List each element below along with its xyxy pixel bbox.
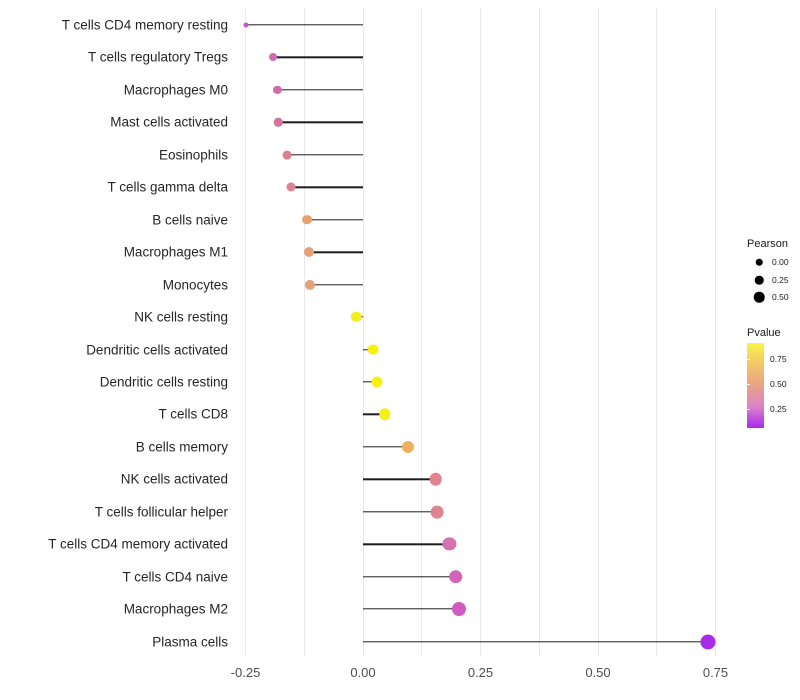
y-axis-label: T cells gamma delta [107,179,228,195]
legend-size-dot [754,275,764,285]
gridline [538,8,540,656]
y-axis-label: Mast cells activated [110,114,228,130]
y-axis-label: T cells CD4 memory activated [48,536,228,552]
gridline [421,8,423,656]
lollipop-dot [302,214,312,225]
gridline [656,8,658,656]
y-axis-label: T cells CD8 [158,406,228,422]
lollipop-dot [243,22,248,28]
lollipop-dot [430,505,444,519]
lollipop-stem [278,121,363,124]
x-tick-label: 0.00 [350,665,376,680]
lollipop-dot [286,182,296,192]
y-axis-label: Macrophages M0 [123,82,228,98]
lollipop-stem [272,56,363,59]
y-axis-label: B cells naive [152,212,228,228]
lollipop-stem [363,478,436,480]
lollipop-stem [307,218,363,221]
lollipop-dot [442,537,457,551]
legend-size-title: Pearson [747,238,788,250]
lollipop-dot [700,634,716,650]
x-tick-label: -0.25 [230,665,261,680]
lollipop-dot [268,53,277,62]
lollipop-stem [363,446,408,448]
lollipop-dot [448,569,463,584]
lollipop-dot [273,85,282,94]
lollipop-dot [304,279,315,290]
lollipop-stem [363,640,709,643]
y-axis-label: Dendritic cells resting [99,374,228,390]
lollipop-dot [351,311,362,323]
y-axis-label: Monocytes [162,277,228,293]
lollipop-stem [363,381,378,383]
y-axis-label: Macrophages M1 [123,244,228,260]
y-axis-label: T cells CD4 naive [122,569,228,585]
legend-size-label: 0.25 [772,275,789,285]
y-axis-label: T cells follicular helper [94,504,228,520]
legend-size-dot [755,258,763,266]
lollipop-stem [286,154,363,156]
lollipop-stem [363,511,437,513]
gradient-tick [747,409,750,410]
y-axis-label: Dendritic cells activated [86,342,228,357]
lollipop-dot [429,473,443,486]
y-axis-label: Eosinophils [158,147,228,163]
lollipop-stem [290,186,363,188]
lollipop-stem [309,251,363,253]
legend-pvalue-label: 0.75 [770,354,787,364]
gridline [362,8,364,656]
gridline [597,8,599,656]
y-axis-label: B cells memory [135,439,228,455]
y-axis-label: T cells regulatory Tregs [87,49,228,65]
y-axis-label: Macrophages M2 [123,601,228,617]
pvalue-gradient-bar [747,343,764,428]
lollipop-stem [309,283,363,286]
y-axis-label: Plasma cells [152,634,228,650]
lollipop-dot [371,376,383,388]
gridline [480,8,481,656]
y-axis-label: NK cells resting [134,309,228,325]
x-tick-label: 0.50 [585,665,611,680]
gridline [245,8,246,656]
lollipop-dot [304,247,315,258]
gridline [715,8,716,656]
x-tick-label: 0.25 [467,665,494,680]
gradient-tick [747,384,750,385]
y-axis-label: T cells CD4 memory resting [61,17,228,33]
gradient-tick [747,359,750,360]
legend-pvalue-label: 0.50 [770,379,787,389]
y-axis-label: NK cells activated [120,471,228,487]
legend-size-label: 0.00 [772,257,789,267]
lollipop-stem [245,24,363,26]
lollipop-dot [274,118,283,127]
lollipop-stem [363,543,450,545]
lollipop-dot [282,150,292,160]
lollipop-stem [363,608,460,610]
lollipop-stem [277,89,363,91]
lollipop-dot [367,344,379,355]
legend-color-title: Pvalue [747,327,781,339]
lollipop-dot [401,440,414,453]
lollipop-stem [363,413,386,416]
lollipop-dot [452,602,467,617]
lollipop-dot [379,408,391,421]
legend-size-dot [753,291,765,303]
legend-pvalue-label: 0.25 [770,404,787,414]
legend-size-label: 0.50 [772,292,789,302]
x-tick-label: 0.75 [702,665,729,680]
lollipop-stem [363,575,456,578]
gridline [303,8,305,656]
